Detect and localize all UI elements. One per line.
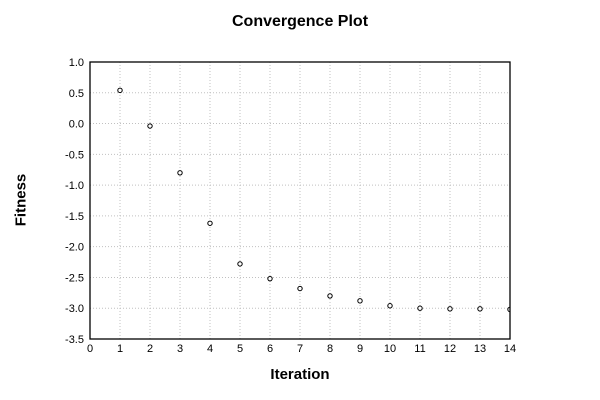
x-tick-label: 10 (384, 343, 396, 355)
x-tick-label: 12 (444, 343, 456, 355)
x-tick-label: 0 (87, 343, 93, 355)
x-tick-label: 4 (207, 343, 213, 355)
x-tick-label: 9 (357, 343, 363, 355)
y-tick-labels: 1.0 0.5 0.0 -0.5 -1.0 -1.5 -2.0 -2.5 -3.0 -3.5 (65, 57, 84, 346)
grid-group (90, 62, 510, 339)
x-tick-label: 11 (414, 343, 425, 355)
y-tick-label: -3.5 (65, 334, 84, 346)
data-point (267, 275, 273, 282)
data-points-group (117, 87, 510, 313)
x-tick-label: 2 (147, 343, 153, 355)
x-tick-label: 6 (267, 343, 273, 355)
data-point (327, 293, 333, 299)
data-point (447, 306, 453, 312)
data-point (357, 298, 363, 304)
data-point (477, 306, 483, 312)
chart-title: Convergence Plot (231, 13, 369, 30)
y-tick-label: -2.5 (65, 272, 84, 284)
x-tick-label: 7 (297, 343, 303, 355)
y-tick-label: 0.0 (69, 119, 84, 131)
x-tick-label: 13 (474, 343, 486, 355)
y-tick-label: -1.5 (65, 211, 84, 223)
data-point (387, 303, 393, 309)
y-tick-label: -3.0 (65, 303, 84, 315)
x-tick-label: 5 (237, 343, 243, 355)
x-axis-label: Iteration (270, 366, 330, 383)
data-point (177, 170, 183, 176)
x-tick-label: 3 (177, 343, 183, 355)
x-tick-label: 8 (327, 343, 333, 355)
data-point (237, 261, 243, 267)
x-tick-label: 1 (117, 343, 123, 355)
data-point (207, 220, 213, 226)
plot-area-border (89, 61, 511, 340)
data-point (117, 87, 123, 94)
data-point (147, 123, 153, 129)
y-tick-label: -2.0 (65, 242, 84, 254)
x-tick-labels: 0 1 2 3 4 5 6 7 8 9 10 11 12 13 14 (87, 343, 516, 355)
y-tick-label: -1.0 (65, 180, 84, 192)
y-tick-label: -0.5 (65, 149, 84, 161)
data-point (417, 305, 423, 311)
data-point (297, 285, 303, 292)
x-tick-label: 14 (504, 343, 516, 355)
y-tick-label: 0.5 (69, 88, 84, 100)
y-tick-label: 1.0 (69, 57, 84, 69)
